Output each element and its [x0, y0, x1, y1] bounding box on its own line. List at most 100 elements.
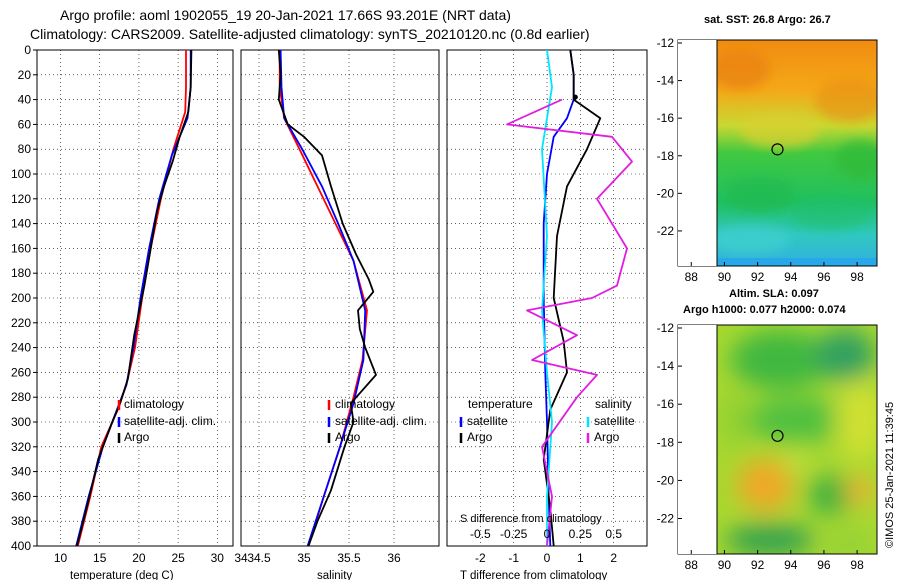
depth-tick-label: 200: [11, 291, 31, 305]
depth-tick-label: 20: [18, 68, 32, 82]
sla-profile-marker: [771, 429, 784, 442]
depth-tick-label: 300: [11, 415, 31, 429]
depth-tick-label: 400: [11, 539, 31, 553]
x-tick-label: 35: [297, 551, 311, 565]
legend-argo: Argo: [124, 430, 150, 444]
s-difference-ticks: -0.5 -0.25 0 0.25 0.5: [470, 527, 622, 541]
x-tick-label: 1: [577, 551, 584, 565]
series-argo-s: [506, 98, 633, 547]
s-tick-label: 0.25: [569, 527, 593, 541]
map-lon-label: 94: [784, 270, 798, 284]
map-lat-label: -14: [657, 74, 675, 88]
map-lon-label: 98: [850, 270, 864, 284]
depth-tick-label: 60: [18, 117, 32, 131]
sla-map-title-2: Argo h1000: 0.077 h2000: 0.074: [683, 304, 847, 316]
map-lat-label: -14: [657, 359, 675, 373]
sst-profile-marker: [771, 143, 784, 156]
difference-axis-label: T difference from climatology: [460, 570, 607, 580]
temperature-grid: [37, 50, 233, 546]
legend-climatology: climatology: [124, 397, 184, 411]
map-lon-label: 90: [718, 270, 732, 284]
salinity-axis-label: salinity: [317, 570, 352, 580]
profile-series: [75, 49, 633, 547]
depth-tick-label: 100: [11, 167, 31, 181]
legend-satellite-adj: satellite-adj. clim.: [124, 414, 216, 428]
temperature-axis-label: temperature (deg C): [70, 570, 174, 580]
sst-map-nodata: [678, 40, 717, 266]
map-lon-label: 92: [751, 558, 765, 572]
s-tick-label: 0.5: [605, 527, 622, 541]
map-lon-label: 88: [685, 270, 699, 284]
x-tick-label: 36: [387, 551, 401, 565]
sst-map-axes: 88 90 92 94 96 98 -12 -14 -16 -18 -20 -22: [657, 36, 864, 284]
salinity-legend: climatology satellite-adj. clim. Argo: [327, 397, 427, 444]
depth-tick-label: 360: [11, 489, 31, 503]
sla-map: [717, 325, 877, 554]
depth-tick-label: 260: [11, 365, 31, 379]
depth-tick-label: 80: [18, 142, 32, 156]
depth-tick-label: 40: [18, 93, 32, 107]
depth-tick-label: 340: [11, 465, 31, 479]
x-tick-label: 34.5: [247, 551, 271, 565]
depth-tick-label: 180: [11, 266, 31, 280]
depth-tick-label: 140: [11, 217, 31, 231]
series-argo: [76, 49, 193, 547]
x-tick-label: 15: [93, 551, 107, 565]
s-difference-axis-label: S difference from climatology: [460, 513, 602, 525]
map-lon-label: 98: [850, 558, 864, 572]
x-tick-label: 34: [234, 551, 248, 565]
legend-temperature-title: temperature: [468, 397, 533, 411]
depth-tick-label: 320: [11, 440, 31, 454]
map-lat-label: -20: [657, 186, 675, 200]
x-tick-label: 10: [54, 551, 68, 565]
depth-tick-label: 280: [11, 390, 31, 404]
depth-tick-label: 120: [11, 192, 31, 206]
depth-tick-label: 220: [11, 316, 31, 330]
temperature-panel: [36, 49, 234, 547]
legend-satellite-adj: satellite-adj. clim.: [335, 414, 427, 428]
map-lon-label: 94: [784, 558, 798, 572]
sla-blobs: [721, 329, 877, 554]
x-tick-label: 35.5: [337, 551, 361, 565]
series-argo-t: [542, 49, 602, 547]
series-satellite-s: [541, 49, 553, 546]
series-satellite-adj-clim: [279, 49, 367, 547]
imos-credit: ©IMOS 25-Jan-2021 11:39:45: [884, 402, 896, 548]
map-lat-label: -16: [657, 111, 675, 125]
depth-axis: 0 20 40 60 80 100 120 140 160 180 200 220 240 260 280 3…: [11, 43, 37, 553]
sla-map-axes: 88 90 92 94 96 98 -12 -14 -16 -18 -20 -22: [657, 321, 864, 572]
map-lon-label: 88: [685, 558, 699, 572]
map-lon-label: 96: [817, 270, 831, 284]
sla-map-title-1: Altim. SLA: 0.097: [729, 288, 819, 300]
sst-bottom-band: [717, 258, 877, 266]
map-lat-label: -18: [657, 435, 675, 449]
x-tick-labels: 10 15 20 25 30 34 34.5 35 35.5 36 -2 -1 0 1 2: [54, 551, 617, 565]
map-lon-label: 90: [718, 558, 732, 572]
map-lon-label: 92: [751, 270, 765, 284]
s-tick-label: -0.25: [500, 527, 528, 541]
legend-s-satellite: satellite: [594, 414, 635, 428]
sst-map: [717, 40, 877, 266]
salinity-grid: [241, 50, 439, 546]
legend-t-satellite: satellite: [467, 414, 508, 428]
temperature-legend: climatology satellite-adj. clim. Argo: [117, 397, 216, 444]
x-tick-label: 25: [171, 551, 185, 565]
sla-map-nodata: [678, 325, 717, 554]
map-lat-label: -22: [657, 512, 675, 526]
map-lat-label: -16: [657, 397, 675, 411]
x-tick-label: 20: [132, 551, 146, 565]
difference-legend: temperature satellite Argo salinity sate…: [459, 397, 635, 444]
legend-climatology: climatology: [335, 397, 395, 411]
x-tick-label: 30: [211, 551, 225, 565]
legend-s-argo: Argo: [594, 430, 620, 444]
map-lat-label: -18: [657, 149, 675, 163]
depth-tick-label: 240: [11, 341, 31, 355]
s-tick-label: -0.5: [470, 527, 491, 541]
title-line-2: Climatology: CARS2009. Satellite-adjuste…: [30, 26, 590, 42]
series-argo: [277, 49, 377, 547]
title-line-1: Argo profile: aoml 1902055_19 20-Jan-202…: [60, 7, 511, 23]
map-lat-label: -20: [657, 473, 675, 487]
depth-tick-label: 380: [11, 514, 31, 528]
map-lon-label: 96: [817, 558, 831, 572]
